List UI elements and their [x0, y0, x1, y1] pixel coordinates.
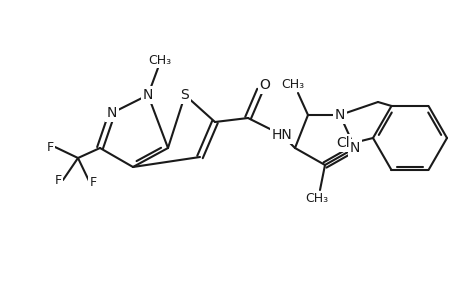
Text: CH₃: CH₃	[281, 77, 304, 91]
Text: F: F	[54, 173, 62, 187]
Text: Cl: Cl	[336, 136, 349, 150]
Text: N: N	[106, 106, 117, 120]
Text: N: N	[142, 88, 153, 102]
Text: CH₃: CH₃	[305, 193, 328, 206]
Text: S: S	[180, 88, 189, 102]
Text: CH₃: CH₃	[148, 53, 171, 67]
Text: N: N	[334, 108, 344, 122]
Text: HN: HN	[271, 128, 292, 142]
Text: F: F	[46, 140, 53, 154]
Text: O: O	[259, 78, 270, 92]
Text: N: N	[349, 141, 359, 155]
Text: F: F	[89, 176, 96, 190]
